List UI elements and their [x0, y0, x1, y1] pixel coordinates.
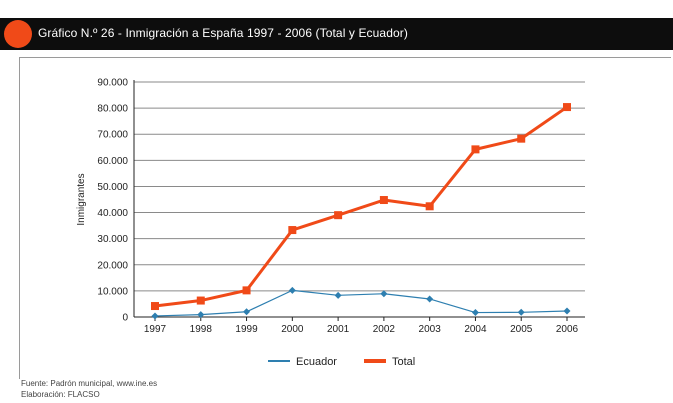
source-note: Fuente: Padrón municipal, www.ine.es [21, 379, 158, 388]
data-point-ecuador [517, 308, 525, 316]
y-tick-label: 10.000 [97, 286, 128, 297]
data-point-ecuador [197, 311, 205, 319]
data-point-total [196, 296, 205, 305]
data-point-ecuador [243, 308, 251, 316]
data-point-total [242, 286, 251, 295]
y-tick-label: 50.000 [97, 182, 128, 193]
y-tick-label: 40.000 [97, 208, 128, 219]
data-point-ecuador [151, 312, 159, 320]
data-point-ecuador [563, 307, 571, 315]
x-tick-label: 2006 [556, 324, 579, 335]
chart-title: Gráfico N.º 26 - Inmigración a España 19… [38, 26, 408, 40]
x-tick-label: 1997 [144, 324, 167, 335]
data-point-total [517, 134, 526, 143]
data-point-ecuador [334, 291, 342, 299]
y-tick-label: 60.000 [97, 156, 128, 167]
x-tick-label: 2005 [510, 324, 533, 335]
accent-dot-icon [4, 20, 32, 48]
x-tick-label: 1998 [190, 324, 213, 335]
data-point-ecuador [426, 295, 434, 303]
credit-note: Elaboración: FLACSO [21, 390, 100, 399]
x-tick-label: 2001 [327, 324, 350, 335]
y-tick-label: 70.000 [97, 130, 128, 141]
x-tick-label: 2000 [281, 324, 304, 335]
data-point-ecuador [288, 286, 296, 294]
y-tick-label: 0 [122, 313, 128, 324]
series-line-total [154, 105, 568, 308]
y-tick-label: 80.000 [97, 104, 128, 115]
data-point-total [334, 211, 343, 220]
data-point-ecuador [380, 290, 388, 298]
data-point-total [425, 202, 434, 211]
x-tick-label: 2004 [464, 324, 487, 335]
data-point-total [151, 302, 159, 311]
legend-label-total: Total [392, 356, 415, 368]
data-point-total [471, 145, 480, 154]
y-tick-label: 30.000 [97, 234, 128, 245]
data-point-ecuador [471, 309, 479, 317]
chart-frame: 0 10.000 20.000 30.000 40.000 50.000 60.000 70.… [19, 57, 671, 379]
x-tick-label: 2002 [373, 324, 396, 335]
line-chart: 0 10.000 20.000 30.000 40.000 50.000 60.000 70.… [76, 78, 585, 368]
series-line-ecuador [154, 289, 568, 317]
data-point-total [563, 103, 571, 112]
legend-label-ecuador: Ecuador [296, 356, 337, 368]
x-tick-label: 1999 [235, 324, 258, 335]
x-tick-label: 2003 [419, 324, 442, 335]
title-bar [0, 18, 673, 50]
y-tick-label: 90.000 [97, 78, 128, 89]
data-point-total [288, 226, 297, 235]
y-axis-label: Inmigrantes [76, 173, 87, 225]
data-point-total [379, 196, 388, 205]
y-tick-label: 20.000 [97, 260, 128, 271]
